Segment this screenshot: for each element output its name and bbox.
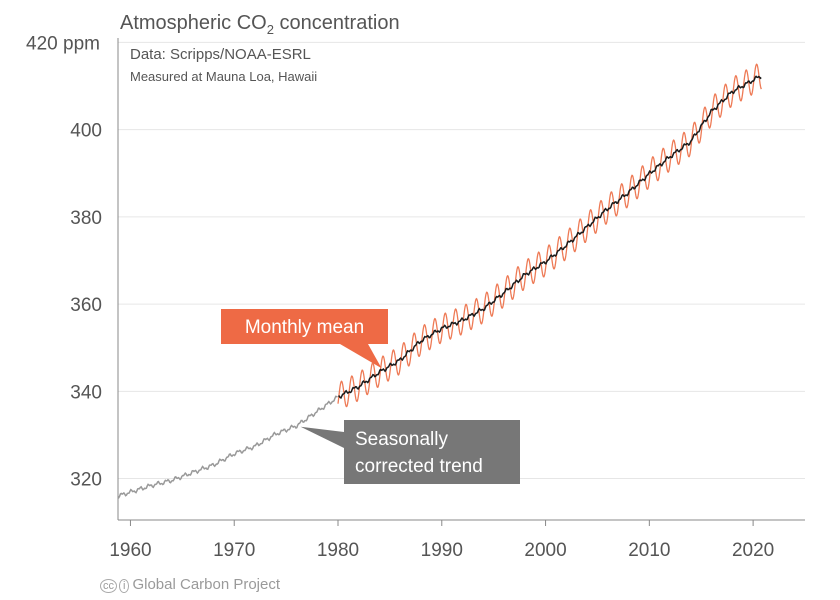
chart-title: Atmospheric CO2 concentration xyxy=(120,12,400,37)
monthly-mean-label: Monthly mean xyxy=(245,317,364,338)
y-tick-label-320: 320 xyxy=(70,470,102,491)
x-tick-label-2010: 2010 xyxy=(628,540,670,561)
monthly-mean-line xyxy=(337,63,762,408)
y-tick-label-360: 360 xyxy=(70,295,102,316)
x-tick-label-1980: 1980 xyxy=(317,540,359,561)
y-tick-label-340: 340 xyxy=(70,382,102,403)
trend-line-early xyxy=(117,395,338,499)
subtitle-source: Data: Scripps/NOAA-ESRL xyxy=(130,46,311,63)
subtitle-location: Measured at Mauna Loa, Hawaii xyxy=(130,69,317,84)
monthly-mean-pointer xyxy=(340,344,382,369)
x-tick-labels: 1960 1970 1980 1990 2000 2010 2020 xyxy=(109,540,774,561)
x-tick-label-1990: 1990 xyxy=(421,540,463,561)
series-layer xyxy=(117,63,762,499)
attribution-icon: i xyxy=(119,579,130,593)
seasonal-trend-callout: Seasonally corrected trend xyxy=(300,420,520,484)
credit-text: Global Carbon Project xyxy=(132,576,281,593)
x-tick-label-2000: 2000 xyxy=(524,540,566,561)
y-tick-label-420: 420 ppm xyxy=(26,33,100,54)
y-tick-label-400: 400 xyxy=(70,121,102,142)
seasonal-trend-box xyxy=(344,420,520,484)
monthly-mean-callout: Monthly mean xyxy=(221,309,388,369)
gridlines xyxy=(118,41,805,480)
axes xyxy=(117,38,805,521)
trend-line xyxy=(338,75,762,399)
y-tick-labels: 320 340 360 380 400 420 ppm xyxy=(26,33,102,490)
x-tick-label-1970: 1970 xyxy=(213,540,255,561)
x-tick-label-2020: 2020 xyxy=(732,540,774,561)
monthly-mean-box xyxy=(221,309,388,344)
x-tick-marks xyxy=(129,520,754,526)
seasonal-trend-label-line2: corrected trend xyxy=(355,456,483,477)
x-tick-label-1960: 1960 xyxy=(109,540,151,561)
footer-credit: cc i Global Carbon Project xyxy=(100,576,280,593)
seasonal-trend-label-line1: Seasonally xyxy=(355,429,448,450)
seasonal-trend-pointer xyxy=(300,426,344,448)
y-tick-label-380: 380 xyxy=(70,208,102,229)
annotations: Monthly mean Seasonally corrected trend xyxy=(221,309,520,484)
creative-commons-icon: cc xyxy=(100,579,117,593)
